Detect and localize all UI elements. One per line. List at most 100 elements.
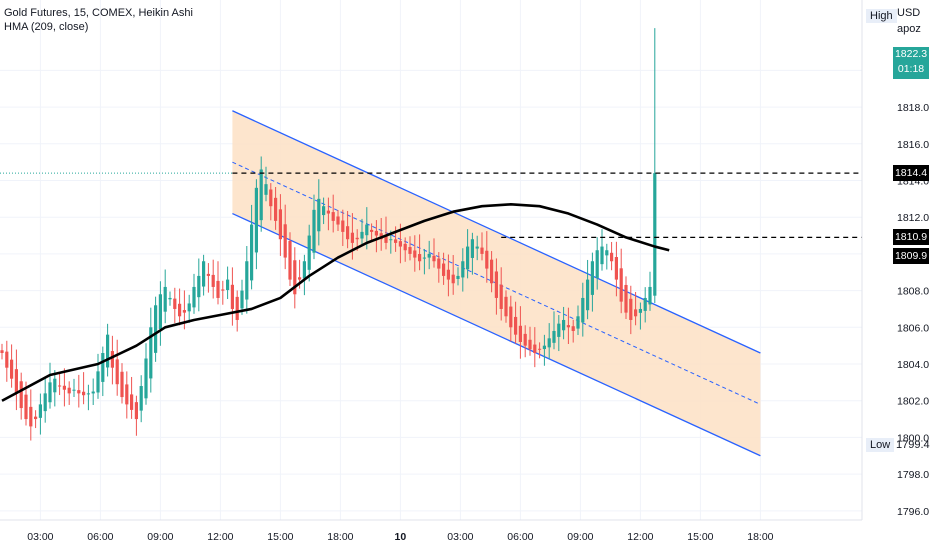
- candle-body-85: [408, 247, 412, 254]
- candle-body-59: [283, 224, 287, 258]
- y-tick-label-0: 1796.0: [897, 506, 929, 518]
- candle-body-37: [178, 303, 182, 317]
- candle-body-45: [216, 280, 220, 298]
- candle-body-132: [634, 309, 638, 317]
- y-tick-label-4: 1804.0: [897, 359, 929, 371]
- candle-body-118: [566, 325, 570, 328]
- candle-body-78: [374, 230, 378, 236]
- x-tick-label-12: 18:00: [747, 531, 773, 543]
- x-tick-label-5: 18:00: [327, 531, 353, 543]
- candle-body-106: [509, 306, 513, 328]
- candle-body-54: [259, 169, 263, 221]
- candle-body-83: [398, 241, 402, 247]
- candle-body-46: [221, 289, 225, 291]
- candle-body-105: [504, 296, 508, 317]
- candle-body-123: [590, 261, 594, 295]
- candle-body-112: [538, 348, 542, 350]
- candle-body-127: [610, 252, 614, 262]
- y-tick-label-5: 1806.0: [897, 322, 929, 334]
- candle-body-33: [158, 294, 162, 330]
- candle-body-29: [139, 386, 143, 411]
- candle-body-17: [82, 391, 86, 396]
- level-tag-1809-9: 1809.9: [893, 247, 929, 264]
- candle-body-93: [446, 269, 450, 280]
- candle-body-5: [24, 394, 28, 420]
- candle-body-51: [245, 261, 249, 300]
- currency-label[interactable]: USD: [897, 7, 921, 19]
- candle-body-22: [106, 334, 110, 368]
- candle-body-0: [0, 350, 4, 354]
- candle-body-13: [62, 385, 66, 390]
- candle-body-119: [571, 326, 575, 331]
- low-label: Low: [866, 438, 895, 452]
- candle-body-38: [182, 310, 186, 313]
- candle-body-2: [10, 359, 14, 379]
- y-tick-label-1: 1798.0: [897, 469, 929, 481]
- candle-body-36: [173, 298, 177, 309]
- candle-body-18: [86, 393, 90, 395]
- candle-body-65: [312, 209, 316, 253]
- x-tick-label-11: 15:00: [687, 531, 713, 543]
- candle-body-41: [197, 275, 201, 298]
- candle-body-64: [307, 235, 311, 270]
- candle-body-62: [298, 277, 302, 280]
- candle-body-6: [29, 406, 33, 427]
- candle-body-110: [528, 339, 532, 350]
- candle-body-40: [192, 286, 196, 308]
- candle-body-91: [437, 258, 441, 269]
- candle-body-1: [5, 351, 9, 368]
- y-tick-label-3: 1802.0: [897, 396, 929, 408]
- candle-body-35: [168, 297, 172, 300]
- candle-body-94: [451, 274, 455, 284]
- candle-body-68: [326, 210, 330, 214]
- y-tick-label-2: 1800.0: [897, 432, 929, 444]
- candle-body-31: [149, 327, 153, 379]
- candle-body-88: [422, 257, 426, 259]
- candle-body-23: [110, 351, 114, 368]
- candle-body-49: [235, 296, 239, 320]
- candle-body-30: [144, 358, 148, 399]
- candle-body-107: [514, 316, 518, 335]
- hma-line: [1, 203, 670, 402]
- candle-body-89: [427, 253, 431, 258]
- candle-body-109: [523, 333, 527, 346]
- candle-body-128: [614, 257, 618, 280]
- candle-body-117: [562, 319, 566, 331]
- bar-countdown: 01:18: [897, 63, 925, 75]
- candle-body-74: [355, 237, 359, 240]
- candle-body-131: [629, 298, 633, 320]
- x-tick-label-10: 12:00: [627, 531, 653, 543]
- candle-body-125: [600, 246, 604, 265]
- candle-body-108: [518, 325, 522, 342]
- candle-body-53: [254, 187, 258, 253]
- candle-body-73: [350, 232, 354, 243]
- x-tick-label-8: 06:00: [507, 531, 533, 543]
- candle-body-28: [134, 402, 138, 420]
- candle-body-77: [370, 229, 374, 232]
- y-tick-label-10: 1816.0: [897, 139, 929, 151]
- candle-body-4: [19, 381, 23, 409]
- live-price-tag: 1822.3 01:18: [893, 47, 929, 79]
- candle-body-19: [91, 391, 95, 394]
- candle-body-39: [187, 303, 191, 312]
- candle-body-48: [230, 284, 234, 309]
- candle-body-115: [552, 330, 556, 343]
- candle-body-32: [154, 305, 158, 353]
- level-tag-1810-9: 1810.9: [893, 229, 929, 246]
- candle-body-56: [269, 189, 273, 207]
- candle-body-11: [53, 378, 57, 393]
- candle-body-16: [77, 390, 81, 394]
- candle-body-84: [403, 243, 407, 251]
- indicator-label: HMA (209, close): [4, 21, 89, 33]
- candle-body-90: [432, 255, 436, 262]
- candle-body-82: [394, 239, 398, 243]
- x-tick-label-3: 12:00: [207, 531, 233, 543]
- channel-lower-line: [232, 212, 761, 457]
- candle-body-63: [302, 261, 306, 279]
- candle-body-126: [605, 250, 609, 256]
- y-tick-label-8: 1812.0: [897, 212, 929, 224]
- candle-body-61: [293, 260, 297, 295]
- candle-body-96: [461, 261, 465, 278]
- channel-upper-line: [232, 110, 761, 354]
